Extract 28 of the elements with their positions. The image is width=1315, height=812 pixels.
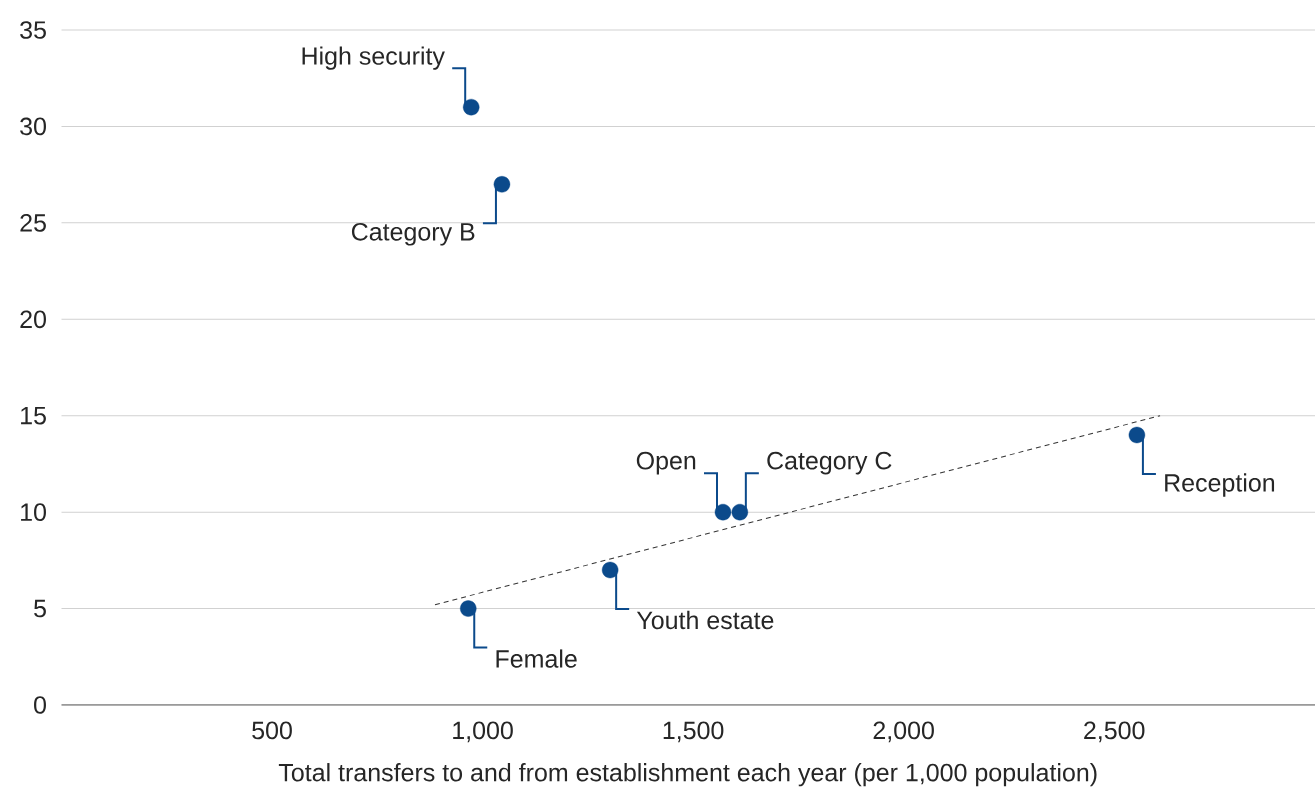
annotation: Category B (351, 222, 475, 246)
y-tick-label: 5 (34, 599, 46, 618)
point (731, 503, 749, 521)
x-tick-label: 2,000 (873, 721, 934, 743)
annotation: Reception (1165, 473, 1275, 497)
point (493, 176, 511, 193)
annotation: Open (636, 451, 696, 475)
y-tick-label: 0 (34, 696, 46, 714)
y-tick-label: 15 (21, 406, 46, 425)
y-tick-label: 35 (20, 21, 46, 39)
annotation: Category C (767, 451, 892, 475)
y-tick-label: 10 (21, 503, 46, 521)
annotation: Youth estate (636, 610, 774, 630)
point (601, 561, 619, 579)
y-tick-label: 30 (20, 117, 46, 136)
point (714, 503, 732, 521)
annotation: Female (496, 649, 577, 668)
x-tick-label: 2,500 (1084, 721, 1145, 743)
x-tick-label: 500 (252, 721, 292, 740)
y-tick-label: 20 (20, 310, 46, 329)
x-axis-title: Total transfers to and from establishment each year (per 1,000 population) (278, 763, 1097, 787)
point (463, 98, 480, 116)
x-tick-label: 1,000 (453, 721, 513, 743)
x-tick-label: 1,500 (663, 721, 724, 743)
annotation: High security (302, 46, 445, 70)
point (460, 600, 477, 617)
point (1128, 426, 1146, 444)
y-tick-label: 25 (20, 214, 46, 232)
